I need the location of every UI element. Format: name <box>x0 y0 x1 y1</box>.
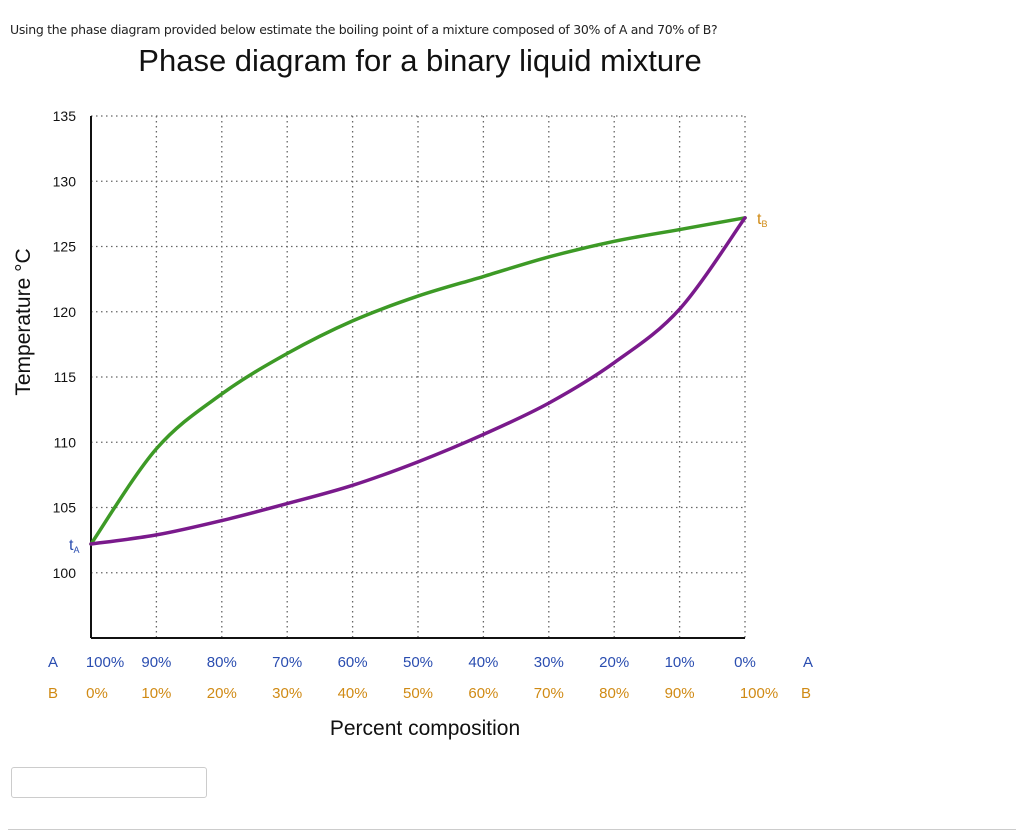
chart-title: Phase diagram for a binary liquid mixtur… <box>138 43 701 78</box>
x-tick-label-b: 50% <box>403 685 433 702</box>
x-tick-label-b: 20% <box>207 685 237 702</box>
x-tick-label-a: 80% <box>207 654 237 671</box>
liquid-curve <box>89 216 747 546</box>
t-a-label: tA <box>69 537 79 555</box>
x-tick-label-a: 50% <box>403 654 433 671</box>
answer-input[interactable] <box>11 767 207 798</box>
x-row-a-end-label: A <box>803 654 813 671</box>
x-tick-label-a: 40% <box>468 654 498 671</box>
y-tick-label: 115 <box>54 369 77 385</box>
x-tick-label-a: 60% <box>338 654 368 671</box>
y-tick-label: 130 <box>53 173 77 189</box>
x-tick-label-b: 30% <box>272 685 302 702</box>
x-tick-label-a: 90% <box>141 654 171 671</box>
x-tick-label-b: 90% <box>665 685 695 702</box>
y-tick-label: 135 <box>53 108 77 124</box>
x-tick-label-a: 70% <box>272 654 302 671</box>
y-tick-label: 110 <box>54 434 77 450</box>
x-tick-label-b: 40% <box>338 685 368 702</box>
y-tick-label: 120 <box>53 304 77 320</box>
x-axis-label: Percent composition <box>330 717 520 740</box>
x-tick-label-b: 10% <box>141 685 171 702</box>
divider <box>8 829 1016 830</box>
x-tick-label-b: 60% <box>468 685 498 702</box>
x-row-b-end-label: B <box>801 685 811 702</box>
x-tick-label-a: 0% <box>734 654 756 671</box>
vapor-curve <box>89 216 747 546</box>
x-tick-label-b: 70% <box>534 685 564 702</box>
x-tick-label-b: 0% <box>86 685 108 702</box>
y-tick-label: 125 <box>53 239 77 255</box>
x-row-b-label: B <box>48 685 58 702</box>
x-tick-label-a: 10% <box>665 654 695 671</box>
x-tick-label-a: 100% <box>86 654 124 671</box>
x-tick-label-b: 100% <box>740 685 778 702</box>
y-axis-label: Temperature °C <box>12 248 35 395</box>
y-tick-label: 100 <box>53 565 77 581</box>
phase-diagram-chart: Phase diagram for a binary liquid mixtur… <box>12 43 813 740</box>
x-tick-label-a: 20% <box>599 654 629 671</box>
question-text: Using the phase diagram provided below e… <box>10 22 718 37</box>
y-tick-label: 105 <box>53 500 77 516</box>
x-tick-label-b: 80% <box>599 685 629 702</box>
x-row-a-label: A <box>48 654 58 671</box>
x-tick-label-a: 30% <box>534 654 564 671</box>
t-b-label: tB <box>757 211 767 229</box>
